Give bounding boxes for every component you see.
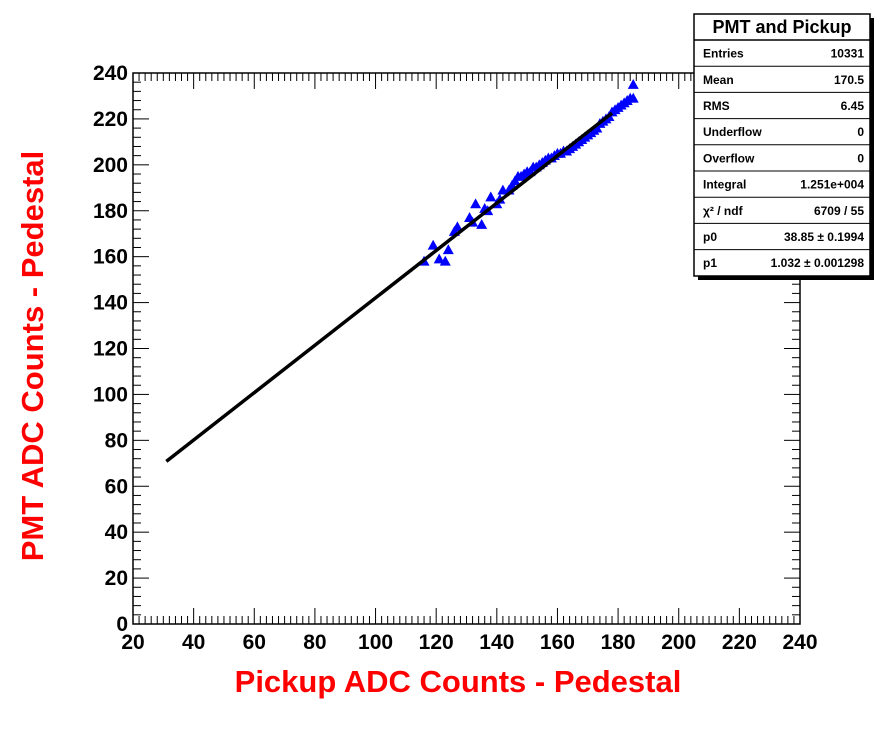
- y-tick-label: 0: [116, 613, 128, 636]
- stats-row-value: 0: [857, 125, 864, 139]
- stats-row-label: RMS: [703, 99, 730, 113]
- tick-labels: 20 40 60 80 100 120 140 160 180 200 220 24002040608…: [93, 62, 818, 654]
- fit-line: [165, 111, 614, 463]
- y-tick-label: 160: [93, 246, 128, 269]
- x-tick-label: 120: [419, 631, 454, 654]
- stats-rows: Entries 10331 Mean 170.5 RMS 6.45 Underflow 0 Ov…: [694, 47, 870, 270]
- x-tick-label: 220: [722, 631, 757, 654]
- data-point: [627, 92, 639, 103]
- x-tick-label: 140: [479, 631, 514, 654]
- data-point: [470, 198, 482, 209]
- x-tick-label: 80: [303, 631, 326, 654]
- stats-row-label: Mean: [703, 73, 734, 87]
- stats-box: PMT and Pickup Entries 10331 Mean 170.5 RMS 6…: [693, 13, 874, 280]
- y-tick-label: 180: [93, 200, 128, 223]
- x-tick-label: 200: [661, 631, 696, 654]
- data-point: [433, 253, 445, 264]
- stats-row-value: 0: [857, 151, 864, 165]
- axis-ticks: [132, 72, 801, 625]
- y-tick-label: 80: [105, 429, 128, 452]
- stats-row-label: Entries: [703, 47, 744, 61]
- y-tick-label: 240: [93, 62, 128, 85]
- stats-row-label: Overflow: [703, 151, 755, 165]
- stats-box-title: PMT and Pickup: [712, 17, 851, 37]
- stats-row-value: 6.45: [841, 99, 865, 113]
- data-point: [439, 255, 451, 266]
- data-point: [451, 221, 463, 232]
- stats-row-value: 1.251e+004: [800, 178, 864, 192]
- stats-row-label: p0: [703, 230, 717, 244]
- stats-row-value: 38.85 ± 0.1994: [784, 230, 864, 244]
- x-tick-label: 20: [121, 631, 144, 654]
- stats-row-value: 170.5: [834, 73, 864, 87]
- y-tick-label: 40: [105, 521, 128, 544]
- fit-line-layer: [165, 111, 614, 463]
- stats-row-label: Underflow: [703, 125, 762, 139]
- stats-row-label: Integral: [703, 178, 746, 192]
- stats-row-label: χ² / ndf: [703, 204, 744, 218]
- y-tick-label: 60: [105, 475, 128, 498]
- x-tick-label: 100: [358, 631, 393, 654]
- stats-row-label: p1: [703, 256, 717, 270]
- stats-row-value: 1.032 ± 0.001298: [771, 256, 865, 270]
- data-point: [427, 239, 439, 250]
- x-tick-label: 160: [540, 631, 575, 654]
- x-tick-label: 40: [182, 631, 205, 654]
- x-tick-label: 60: [243, 631, 266, 654]
- stats-row-value: 10331: [831, 47, 865, 61]
- x-tick-label: 180: [601, 631, 636, 654]
- y-tick-label: 20: [105, 567, 128, 590]
- data-point: [476, 219, 488, 229]
- y-tick-label: 100: [93, 383, 128, 406]
- y-tick-label: 120: [93, 338, 128, 361]
- y-axis-title: PMT ADC Counts - Pedestal: [15, 151, 50, 562]
- y-tick-label: 200: [93, 154, 128, 177]
- data-point: [442, 244, 454, 255]
- y-tick-label: 220: [93, 108, 128, 131]
- data-point: [485, 191, 497, 202]
- x-axis-title: Pickup ADC Counts - Pedestal: [235, 664, 682, 699]
- x-tick-label: 240: [782, 631, 817, 654]
- stats-row-value: 6709 / 55: [814, 204, 864, 218]
- data-point: [627, 78, 639, 89]
- y-tick-label: 140: [93, 292, 128, 315]
